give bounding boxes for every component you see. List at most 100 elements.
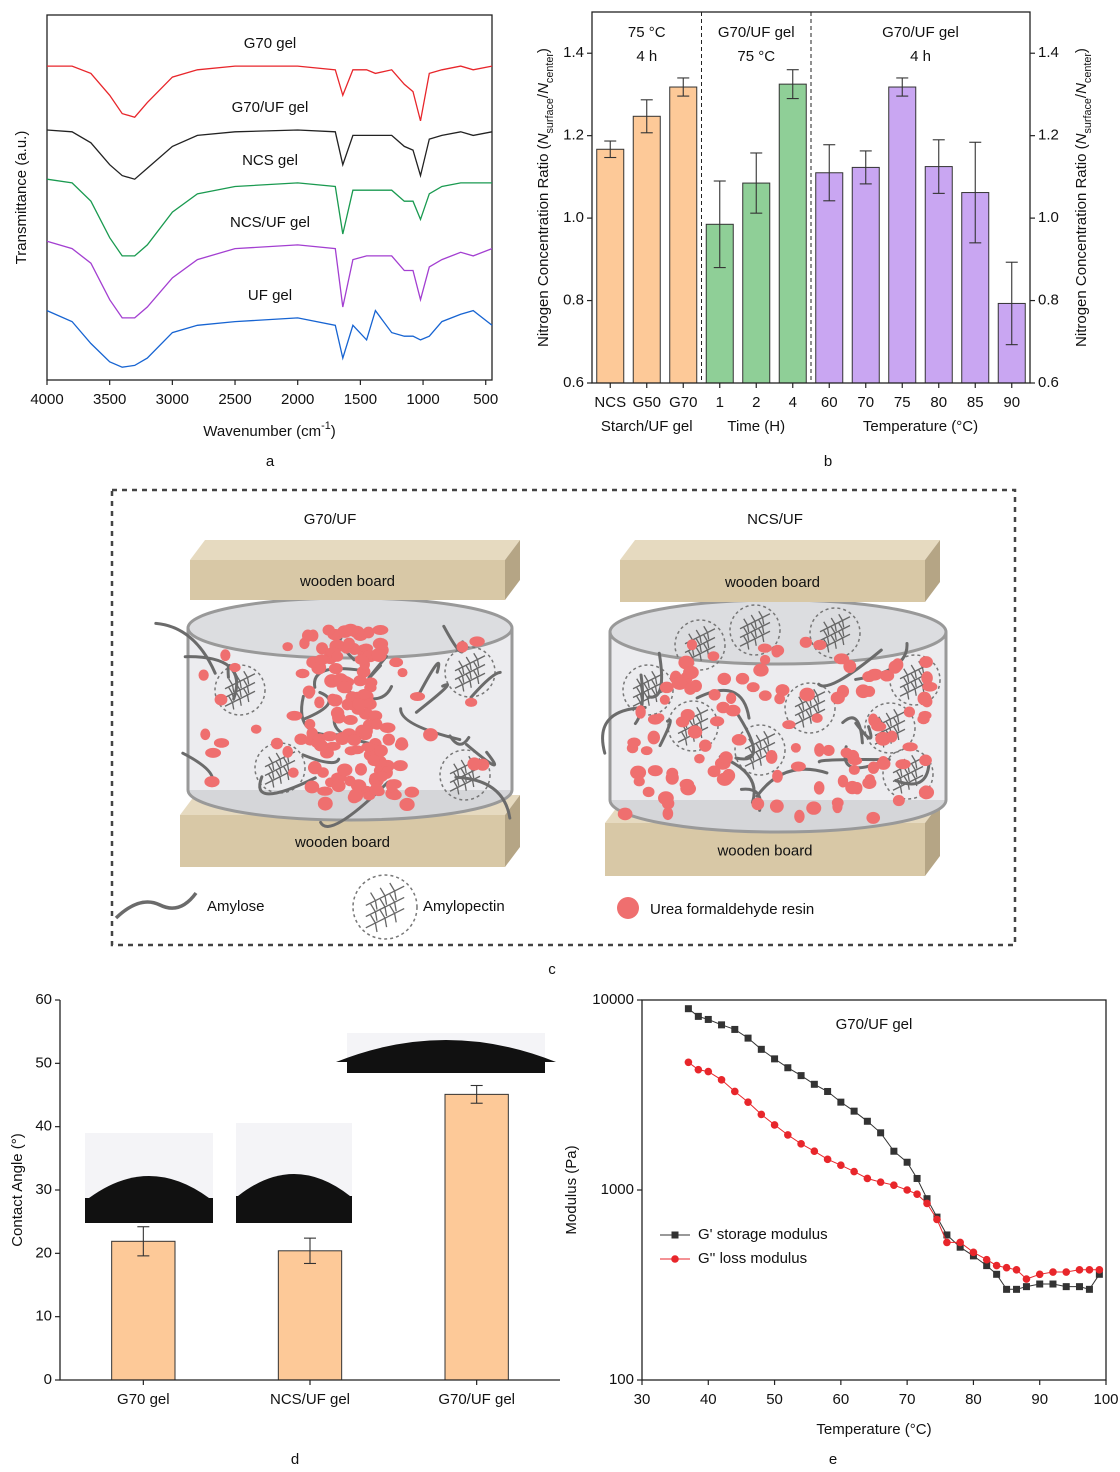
twig bbox=[914, 761, 918, 769]
y-tick-label: 50 bbox=[35, 1054, 52, 1071]
twig bbox=[838, 613, 844, 621]
amylose bbox=[301, 753, 341, 765]
resin-dot bbox=[848, 764, 860, 775]
point bbox=[993, 1270, 1001, 1278]
label-part: surface bbox=[1082, 98, 1094, 133]
twig bbox=[758, 610, 764, 618]
label-part: ) bbox=[331, 423, 336, 440]
resin-dot bbox=[317, 796, 333, 811]
resin-dot bbox=[735, 672, 750, 685]
twig bbox=[816, 695, 820, 703]
resin-dot bbox=[822, 744, 835, 757]
twig bbox=[268, 773, 274, 781]
error-bar bbox=[713, 180, 726, 269]
resin-dot bbox=[330, 706, 345, 720]
twig bbox=[746, 642, 750, 650]
resin-dot bbox=[799, 636, 813, 648]
resin-dot bbox=[919, 754, 932, 767]
twig bbox=[651, 688, 657, 696]
point bbox=[933, 1215, 941, 1224]
twig bbox=[761, 626, 765, 634]
amylose bbox=[633, 673, 645, 726]
point bbox=[771, 1055, 779, 1063]
droplet bbox=[89, 1176, 209, 1198]
twig bbox=[370, 914, 376, 924]
y2-tick-label: 0.6 bbox=[1038, 374, 1059, 391]
point bbox=[913, 1190, 921, 1199]
resin-dot bbox=[302, 685, 316, 698]
resin-dot bbox=[653, 713, 665, 723]
twig bbox=[834, 632, 837, 641]
resin-dot bbox=[369, 783, 384, 796]
resin-dot bbox=[288, 767, 299, 778]
twig bbox=[696, 715, 702, 723]
y-tick-label: 0 bbox=[44, 1371, 52, 1388]
twig bbox=[754, 638, 757, 646]
twig bbox=[763, 730, 769, 738]
resin-dot bbox=[772, 769, 783, 783]
point bbox=[943, 1238, 951, 1247]
twig bbox=[899, 768, 903, 777]
twig bbox=[759, 749, 762, 758]
group-annotation: 4 h bbox=[636, 48, 657, 65]
amylose bbox=[894, 762, 931, 786]
twig bbox=[453, 780, 459, 788]
x-tick-label: 40 bbox=[700, 1391, 717, 1408]
twig bbox=[703, 625, 709, 633]
twig bbox=[688, 633, 694, 641]
point bbox=[837, 1098, 845, 1106]
resin-dot bbox=[753, 663, 769, 677]
twig bbox=[286, 764, 290, 772]
point bbox=[850, 1107, 858, 1115]
twig bbox=[370, 892, 376, 901]
bar bbox=[669, 86, 698, 384]
twig bbox=[461, 684, 465, 692]
x-axis-title: Temperature (°C) bbox=[816, 1421, 931, 1438]
twig bbox=[275, 761, 281, 769]
x-tick-label: 70 bbox=[899, 1391, 916, 1408]
y-tick-label: 40 bbox=[35, 1118, 52, 1135]
twig bbox=[469, 663, 472, 671]
board-top bbox=[190, 540, 520, 560]
amylose bbox=[154, 621, 217, 675]
resin-dot bbox=[469, 636, 485, 647]
x-tick-label: 1500 bbox=[344, 391, 377, 408]
x-tick-label: 500 bbox=[473, 391, 498, 408]
resin-dot bbox=[837, 774, 849, 788]
twig bbox=[231, 702, 235, 710]
twig bbox=[647, 698, 650, 706]
amylose bbox=[302, 690, 331, 721]
resin-dot bbox=[794, 809, 805, 823]
resin-dot bbox=[295, 668, 310, 679]
twig bbox=[453, 763, 459, 771]
twig bbox=[759, 758, 762, 766]
amylose bbox=[418, 661, 441, 695]
twig bbox=[759, 741, 762, 749]
y-tick-label: 1.4 bbox=[563, 44, 584, 61]
twig bbox=[268, 765, 274, 773]
resin-dot bbox=[354, 763, 367, 776]
legend-label: Amylose bbox=[207, 898, 265, 915]
point bbox=[1035, 1270, 1044, 1279]
label-part: ) bbox=[1073, 48, 1090, 53]
twig bbox=[389, 893, 396, 903]
group-annotation: 4 h bbox=[910, 48, 931, 65]
point bbox=[810, 1147, 819, 1156]
twig bbox=[374, 911, 378, 921]
twig bbox=[914, 688, 917, 696]
side-title: NCS/UF bbox=[747, 511, 803, 528]
series-label: UF gel bbox=[248, 287, 292, 304]
resin-dot bbox=[328, 662, 343, 675]
twig bbox=[911, 754, 917, 762]
amylose bbox=[732, 707, 756, 761]
point bbox=[903, 1186, 911, 1194]
resin-dot bbox=[790, 761, 806, 772]
error-bar bbox=[969, 141, 982, 244]
resin-dot bbox=[379, 722, 396, 733]
point bbox=[969, 1248, 978, 1257]
resin-dot bbox=[751, 797, 765, 811]
group-name: Time (H) bbox=[727, 418, 785, 435]
resin-dot bbox=[314, 654, 330, 666]
resin-dot bbox=[404, 786, 420, 798]
twig bbox=[688, 650, 694, 658]
